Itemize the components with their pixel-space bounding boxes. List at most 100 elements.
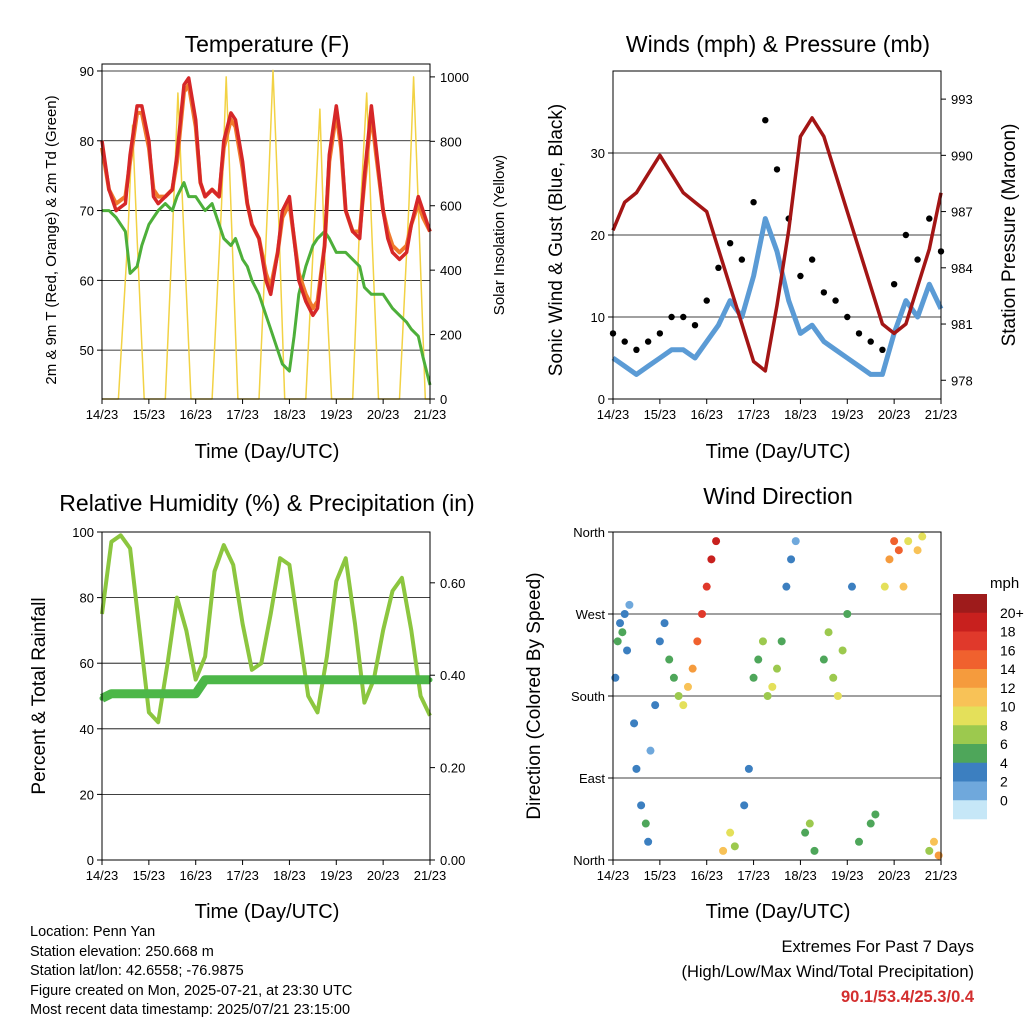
relative-humidity-line	[100, 533, 432, 725]
speed-legend-swatch	[953, 650, 987, 670]
direction-point	[730, 842, 739, 851]
winds-xtick-label: 17/23	[737, 407, 770, 422]
solar-insolation-line	[102, 69, 430, 400]
direction-point	[674, 692, 683, 700]
humidity-xtick-label: 19/23	[320, 868, 353, 883]
direction-ytick-label: South	[571, 689, 605, 704]
direction-point	[758, 637, 767, 646]
humidity-xtick-label: 17/23	[226, 868, 259, 883]
direction-xtick-label: 17/23	[737, 868, 770, 883]
temperature-ytick-right-label: 400	[440, 263, 462, 278]
direction-point	[777, 637, 786, 646]
temperature-ytick-label: 60	[80, 273, 94, 288]
direction-point	[726, 828, 735, 837]
speed-legend-label: 0	[1000, 792, 1008, 808]
direction-point	[810, 846, 819, 855]
humidity-ytick-label: 20	[80, 787, 94, 802]
humidity-xtick-label: 16/23	[179, 868, 212, 883]
direction-xtick-label: 20/23	[878, 868, 911, 883]
gust-point	[797, 272, 804, 280]
temperature-xtick-label: 17/23	[226, 407, 259, 422]
temperature-panel: Temperature (F) 14/23 15/23 16/23 17/23 18/2…	[43, 31, 508, 463]
temperature-ytick-right-label: 800	[440, 134, 462, 149]
humidity-xtick-label: 15/23	[133, 868, 166, 883]
direction-point	[763, 692, 772, 700]
temperature-ylabel-left: 2m & 9m T (Red, Orange) & 2m Td (Green)	[43, 95, 60, 384]
precipitation-point	[315, 677, 321, 683]
precipitation-point	[408, 677, 414, 683]
temperature-xtick-label: 19/23	[320, 407, 353, 422]
gust-point	[644, 338, 652, 345]
precipitation-point	[305, 677, 311, 683]
speed-legend-label: 20+	[1000, 605, 1024, 621]
direction-xtick-label: 18/23	[784, 868, 817, 883]
direction-point	[693, 637, 702, 646]
precipitation-point	[146, 691, 152, 697]
humidity-title: Relative Humidity (%) & Precipitation (i…	[59, 490, 474, 516]
precipitation-point	[324, 677, 330, 683]
winds-xtick-label: 15/23	[644, 407, 677, 422]
direction-point	[655, 637, 664, 646]
gust-point	[844, 313, 851, 321]
precipitation-line	[100, 675, 430, 703]
direction-title: Wind Direction	[703, 483, 853, 509]
humidity-panel: Relative Humidity (%) & Precipitation (i…	[29, 490, 475, 923]
gust-point	[902, 231, 910, 239]
gust-point	[738, 256, 746, 263]
direction-point	[660, 619, 669, 628]
direction-point	[929, 837, 938, 846]
speed-legend-label: 12	[1000, 680, 1016, 696]
gust-point	[808, 256, 816, 263]
winds-ylabel-left: Sonic Wind & Gust (Blue, Black)	[546, 104, 567, 376]
direction-point	[665, 655, 674, 664]
winds-ytick-label: 30	[591, 146, 605, 161]
gust-point	[726, 240, 734, 247]
winds-ytick-label: 0	[598, 392, 605, 407]
direction-point	[613, 637, 622, 646]
direction-point	[641, 819, 650, 828]
direction-point	[707, 555, 716, 564]
precipitation-point	[352, 677, 358, 683]
direction-point	[894, 546, 903, 555]
direction-point	[819, 655, 828, 664]
speed-legend-label: 2	[1000, 774, 1008, 790]
precipitation-point	[286, 677, 292, 683]
speed-legend: mph 20+ 18 16 14 12 10 8 6 4 2 0	[953, 575, 1024, 820]
sonic-wind-line	[611, 216, 944, 377]
station-latlon: Station lat/lon: 42.6558; -76.9875	[30, 963, 244, 979]
direction-point	[918, 532, 927, 541]
direction-point	[829, 673, 838, 682]
temperature-ytick-right-label: 0	[440, 392, 447, 407]
extremes-heading: Extremes For Past 7 Days	[781, 938, 974, 956]
direction-point	[754, 655, 763, 664]
winds-ytick-right-label: 993	[951, 92, 973, 107]
temperature-xtick-label: 20/23	[367, 407, 400, 422]
temperature-xtick-label: 15/23	[133, 407, 166, 422]
direction-xtick-label: 16/23	[690, 868, 723, 883]
humidity-ylabel-left: Percent & Total Rainfall	[29, 597, 50, 794]
winds-xtick-label: 20/23	[878, 407, 911, 422]
gust-point	[832, 297, 839, 304]
direction-point	[833, 692, 842, 700]
direction-point	[904, 537, 913, 546]
direction-point	[847, 582, 856, 591]
direction-point	[899, 582, 908, 591]
gust-point	[762, 117, 769, 124]
precipitation-point	[127, 691, 133, 697]
direction-point	[843, 610, 852, 618]
speed-legend-label: 10	[1000, 699, 1016, 715]
precipitation-point	[371, 677, 377, 683]
precipitation-point	[174, 691, 180, 697]
gust-point	[750, 199, 757, 206]
direction-point	[824, 628, 833, 637]
winds-ytick-label: 10	[591, 310, 605, 325]
gust-point	[680, 313, 687, 321]
gust-point	[855, 330, 863, 337]
winds-ytick-right-label: 987	[951, 205, 973, 220]
pressure-line	[611, 116, 943, 373]
direction-point	[625, 600, 634, 609]
temperature-frame	[101, 63, 431, 400]
direction-point	[838, 646, 847, 655]
winds-ytick-right-label: 984	[951, 261, 973, 276]
direction-point	[740, 801, 749, 810]
